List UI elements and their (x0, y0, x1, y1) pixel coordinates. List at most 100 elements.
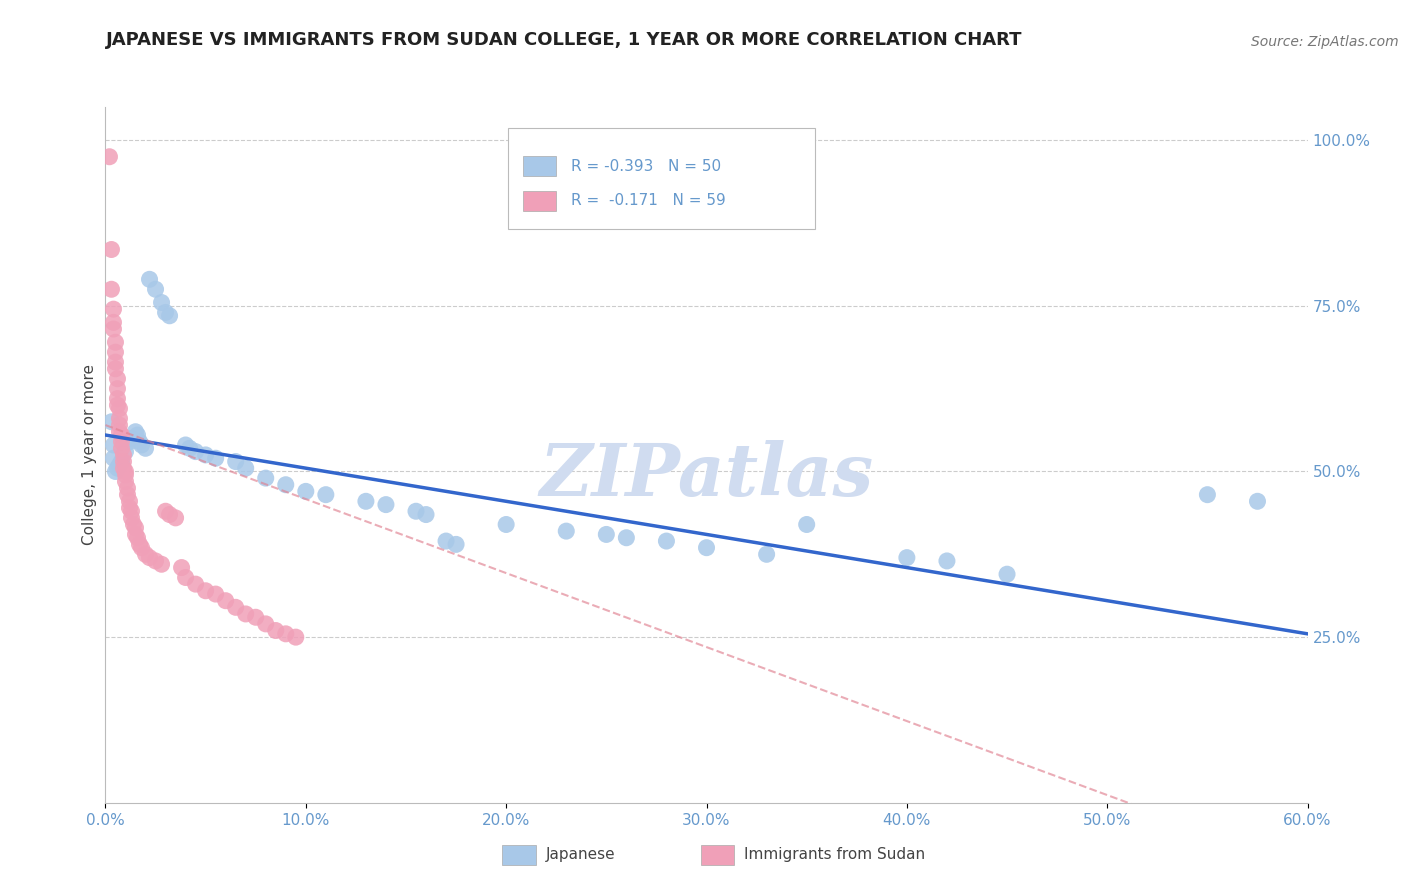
Point (155, 305, 177, 319)
Point (616, 531, 638, 545)
Point (104, 361, 127, 376)
Point (131, 541, 153, 555)
Point (1246, 494, 1268, 508)
Text: JAPANESE VS IMMIGRANTS FROM SUDAN COLLEGE, 1 YEAR OR MORE CORRELATION CHART: JAPANESE VS IMMIGRANTS FROM SUDAN COLLEG… (105, 31, 1022, 49)
Point (434, 534, 457, 549)
Text: Japanese: Japanese (546, 847, 614, 863)
Point (145, 554, 167, 568)
Point (150, 295, 173, 310)
FancyBboxPatch shape (523, 156, 557, 176)
Point (112, 454, 135, 468)
Point (108, 458, 131, 472)
Point (264, 624, 287, 638)
Point (114, 467, 136, 482)
Point (107, 392, 129, 406)
Point (135, 442, 157, 456)
Point (108, 411, 131, 425)
Point (655, 534, 678, 549)
Point (110, 442, 132, 456)
Point (315, 488, 337, 502)
Point (135, 547, 157, 561)
Point (995, 567, 1018, 582)
Point (194, 448, 217, 462)
Point (131, 438, 153, 452)
Point (127, 428, 149, 442)
Point (159, 309, 181, 323)
Point (235, 607, 257, 621)
Point (118, 494, 141, 508)
Point (112, 448, 135, 462)
Point (107, 398, 129, 412)
Point (104, 465, 127, 479)
Point (128, 434, 150, 449)
Point (103, 322, 125, 336)
Point (354, 494, 377, 508)
Point (204, 587, 226, 601)
Point (118, 500, 141, 515)
Point (274, 477, 297, 491)
Point (936, 554, 959, 568)
Text: Source: ZipAtlas.com: Source: ZipAtlas.com (1251, 35, 1399, 49)
Point (204, 451, 226, 466)
Point (374, 498, 398, 512)
Point (104, 335, 127, 350)
Text: R = -0.393   N = 50: R = -0.393 N = 50 (571, 159, 721, 174)
Point (114, 465, 136, 479)
Point (150, 558, 173, 572)
Point (114, 475, 136, 489)
Point (104, 355, 127, 369)
Point (155, 504, 177, 518)
Point (444, 537, 467, 551)
Point (555, 524, 578, 538)
FancyBboxPatch shape (700, 846, 734, 864)
Point (117, 488, 139, 502)
Point (696, 541, 718, 555)
Point (254, 616, 277, 631)
Point (755, 547, 778, 561)
Point (100, 243, 122, 257)
Point (108, 425, 131, 439)
Point (184, 577, 207, 591)
Point (108, 401, 131, 416)
Point (124, 521, 146, 535)
Point (100, 415, 122, 429)
Point (595, 527, 617, 541)
Point (127, 531, 149, 545)
Point (214, 593, 236, 607)
Text: ZIPatlas: ZIPatlas (540, 441, 873, 511)
Point (122, 517, 145, 532)
Point (121, 431, 143, 445)
Point (174, 438, 197, 452)
FancyBboxPatch shape (523, 191, 557, 211)
Point (194, 583, 217, 598)
Point (174, 570, 197, 584)
Point (107, 382, 129, 396)
Point (103, 302, 125, 317)
Point (159, 508, 181, 522)
FancyBboxPatch shape (508, 128, 814, 229)
Point (179, 442, 201, 456)
Point (225, 454, 247, 468)
Point (112, 461, 135, 475)
Point (184, 444, 207, 458)
Text: R =  -0.171   N = 59: R = -0.171 N = 59 (571, 194, 725, 209)
Point (235, 461, 257, 475)
Point (245, 610, 267, 624)
Point (896, 550, 918, 565)
Point (415, 508, 437, 522)
Point (121, 504, 143, 518)
Point (110, 454, 132, 468)
Point (108, 418, 131, 433)
Point (104, 345, 127, 359)
Point (124, 425, 146, 439)
Point (284, 630, 307, 644)
Point (1197, 488, 1219, 502)
Point (100, 282, 122, 296)
Point (103, 451, 125, 466)
Point (225, 600, 247, 615)
Point (124, 527, 146, 541)
Point (103, 315, 125, 329)
Point (254, 471, 277, 485)
Point (170, 560, 193, 574)
Point (117, 481, 139, 495)
